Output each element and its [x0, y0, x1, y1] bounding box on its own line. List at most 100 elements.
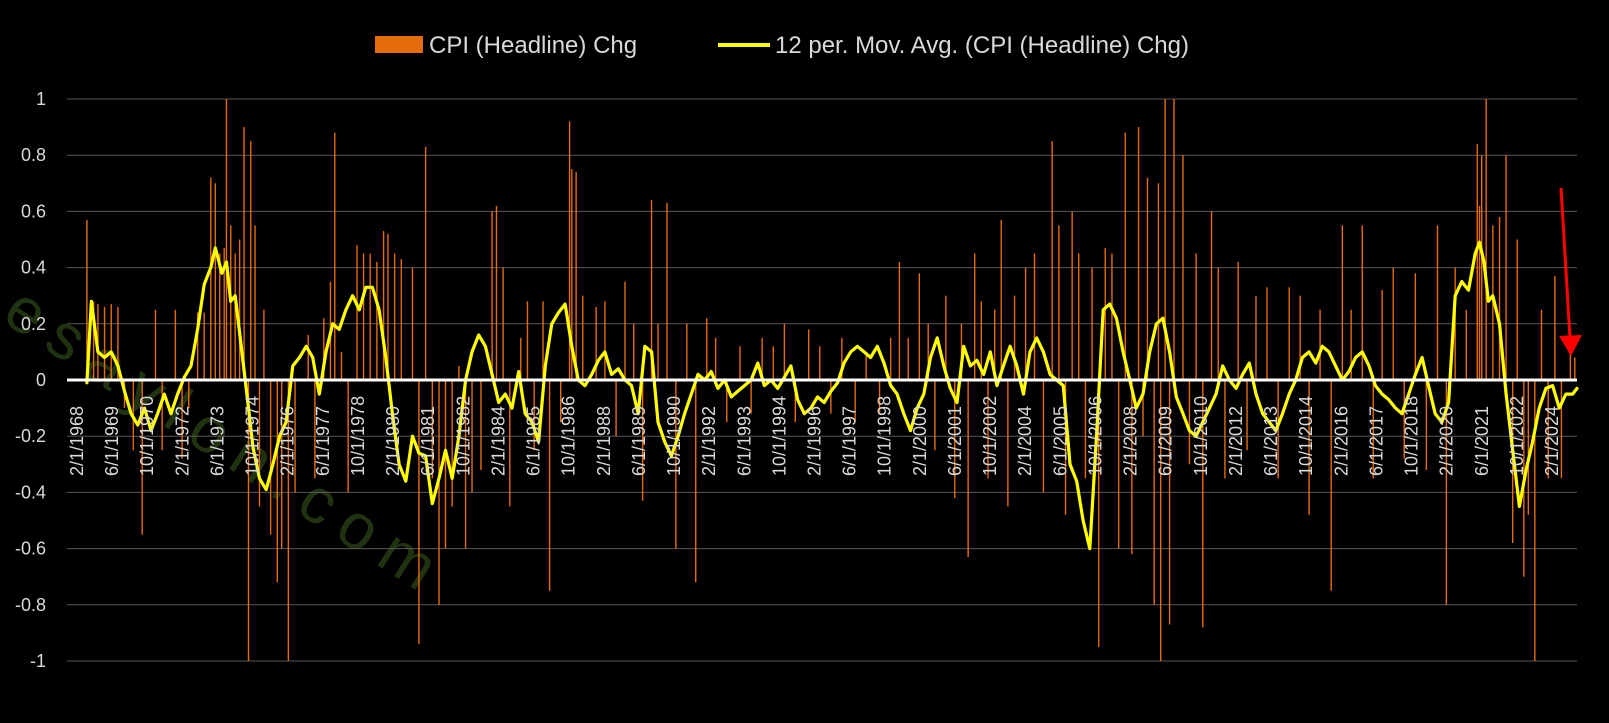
bar [1445, 380, 1448, 605]
x-tick-label: 6/1/2017 [1366, 406, 1386, 476]
bar [1224, 380, 1226, 479]
bar [993, 309, 996, 380]
bar [1560, 380, 1563, 479]
bar [1111, 253, 1113, 380]
bar [726, 380, 728, 423]
bar [400, 259, 403, 380]
x-tick-label: 2/1/2024 [1542, 406, 1562, 476]
x-tick-label: 2/1/2012 [1226, 406, 1246, 476]
bar [1124, 132, 1126, 380]
bar [1246, 380, 1248, 451]
bar [340, 351, 343, 380]
bar [1540, 309, 1543, 380]
y-tick-label: 0.4 [21, 258, 46, 278]
bar [1341, 225, 1344, 380]
bar [1534, 380, 1536, 661]
x-tick-label: 2/1/2004 [1015, 406, 1035, 476]
bar [542, 301, 544, 380]
bar [1299, 295, 1301, 380]
bar [604, 301, 606, 380]
bar [739, 346, 741, 380]
bar [110, 304, 112, 380]
x-tick-label: 2/1/1980 [383, 406, 403, 476]
bar [1091, 267, 1093, 380]
y-tick-label: -0.6 [15, 539, 46, 559]
bar [1042, 380, 1045, 493]
bar [1350, 309, 1352, 380]
x-tick-label: 2/1/2000 [910, 406, 930, 476]
x-tick-label: 10/1/2002 [980, 396, 1000, 476]
bar [1277, 380, 1279, 479]
bar [927, 323, 929, 380]
bar [1288, 287, 1290, 380]
bar [258, 380, 261, 507]
bar [210, 177, 212, 380]
x-tick-label: 10/1/1974 [243, 396, 263, 476]
x-tick-label: 6/1/1985 [524, 406, 544, 476]
y-tick-label: 0.8 [21, 145, 46, 165]
bar [480, 380, 482, 470]
bar [1319, 309, 1321, 380]
bar [706, 318, 708, 380]
bar [1392, 267, 1394, 380]
x-tick-label: 6/1/2013 [1261, 406, 1281, 476]
bar [424, 146, 427, 380]
bar [1033, 253, 1036, 380]
bar [987, 380, 989, 479]
bar [269, 380, 272, 535]
bar [502, 267, 504, 380]
bar [1117, 380, 1120, 549]
x-tick-label: 6/1/2021 [1472, 406, 1492, 476]
bar [898, 261, 901, 380]
bar [276, 380, 279, 583]
bar [878, 380, 881, 414]
bar [141, 380, 143, 535]
bar [161, 380, 163, 451]
bar [1007, 380, 1009, 507]
bar [568, 121, 571, 380]
bar [1142, 380, 1144, 437]
y-tick-label: -1 [30, 651, 46, 671]
bar [369, 253, 371, 380]
bar [323, 318, 325, 380]
bar-series [86, 99, 1576, 661]
annotation [1559, 187, 1582, 356]
bar [438, 380, 440, 605]
bar [1164, 99, 1166, 380]
x-tick-label: 2/1/1972 [172, 406, 192, 476]
bar [526, 301, 529, 380]
bar [1485, 99, 1487, 380]
bar [794, 380, 797, 423]
bar [1058, 225, 1060, 380]
bar [223, 247, 225, 380]
y-axis-tick-labels: 1 0.8 0.6 0.4 0.2 0 -0.2 -0.4 -0.6 -0.8 -1 [15, 89, 46, 671]
bar [1051, 141, 1053, 380]
bar [750, 380, 752, 414]
x-tick-label: 10/1/2010 [1191, 396, 1211, 476]
x-tick-label: 10/1/1998 [875, 396, 895, 476]
bar [571, 169, 573, 380]
x-tick-label: 6/1/2005 [1050, 406, 1070, 476]
bar [841, 337, 843, 380]
x-tick-label: 2/1/2020 [1437, 406, 1457, 476]
bar [807, 329, 810, 380]
bar [1516, 239, 1518, 380]
bar [263, 309, 265, 380]
x-tick-label: 10/1/2018 [1402, 396, 1422, 476]
bar [234, 253, 236, 380]
bar [819, 346, 821, 380]
bar [575, 172, 577, 380]
y-tick-label: -0.2 [15, 426, 46, 446]
bar [203, 312, 205, 380]
bar [686, 323, 688, 380]
bar [1478, 205, 1481, 380]
x-tick-label: 2/1/1996 [805, 406, 825, 476]
bar [117, 306, 119, 380]
bar [1131, 380, 1133, 555]
bar [334, 132, 336, 380]
x-tick-label: 10/1/2022 [1507, 396, 1527, 476]
bar [641, 380, 644, 501]
x-tick-label: 10/1/2014 [1296, 396, 1316, 476]
bar [188, 380, 190, 409]
